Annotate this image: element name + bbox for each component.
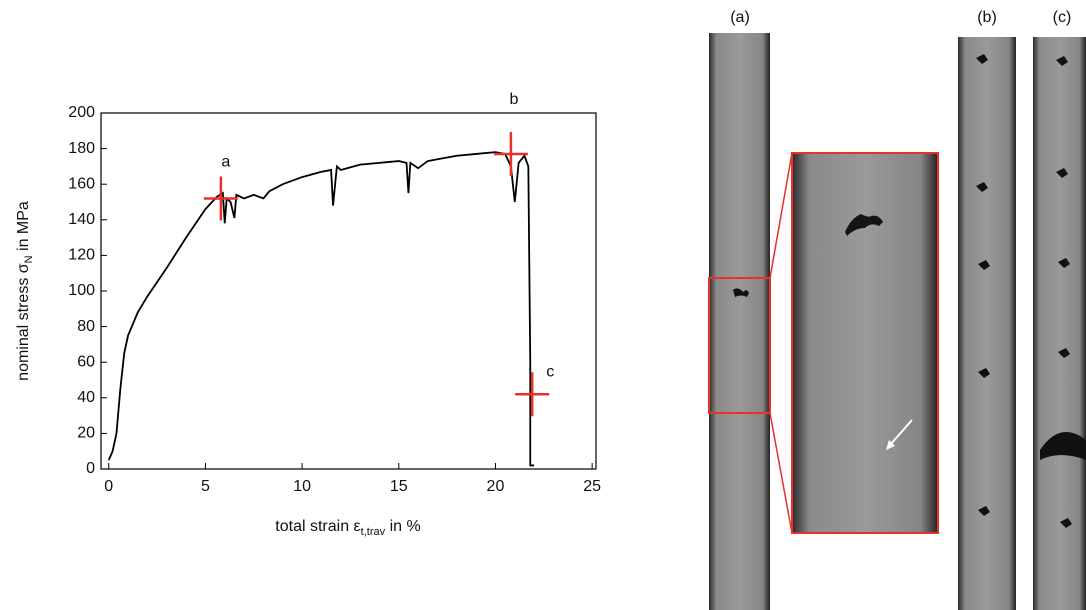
x-tick-label: 25	[583, 478, 601, 495]
y-tick-label: 180	[68, 140, 95, 157]
y-axis-label-text: nominal stress σ	[15, 263, 32, 381]
marker-label: a	[221, 154, 230, 171]
ct-strip-a	[709, 33, 770, 610]
zoom-connector	[769, 412, 793, 534]
y-axis-label-sub: N	[23, 255, 35, 263]
x-tick-label: 20	[487, 478, 505, 495]
ct-strip-b	[958, 37, 1016, 610]
y-tick-label: 160	[68, 175, 95, 192]
chart: 0 20 40 60 80 100 120 140 160 180 200 0 5 10 15 20 25 tot…	[15, 91, 601, 538]
y-tick-label: 20	[77, 425, 95, 442]
plot-frame	[100, 112, 597, 470]
y-tick-label: 120	[68, 247, 95, 264]
zoom-box	[708, 277, 771, 414]
defect	[733, 288, 749, 297]
arrow-head	[886, 440, 895, 450]
zoom-panel	[791, 152, 939, 534]
defect	[845, 214, 883, 236]
x-axis-label-text: total strain ε	[275, 518, 360, 535]
y-tick-label: 40	[77, 389, 95, 406]
zoom-connector	[769, 152, 793, 279]
image-label: (a)	[730, 9, 750, 26]
y-tick-label: 140	[68, 211, 95, 228]
y-tick-label: 100	[68, 282, 95, 299]
image-label: (c)	[1053, 9, 1072, 26]
arrow	[889, 419, 913, 446]
x-tick-label: 5	[201, 478, 210, 495]
y-axis-label-rest: in MPa	[15, 201, 32, 255]
marker	[203, 176, 238, 221]
y-axis-label: nominal stress σN in MPa	[15, 201, 35, 381]
marker-label: b	[509, 91, 518, 108]
ct-images: (a) (b) (c)	[708, 9, 1086, 610]
x-tick-label: 0	[104, 478, 113, 495]
x-axis-label-sub: t,trav	[361, 526, 386, 538]
x-axis-label-rest: in %	[385, 518, 421, 535]
marker-label: c	[546, 363, 554, 380]
y-tick-label: 80	[77, 318, 95, 335]
x-tick-label: 15	[390, 478, 408, 495]
ct-strip-c	[1033, 37, 1086, 610]
y-tick-label: 200	[68, 104, 95, 121]
y-tick-label: 60	[77, 353, 95, 370]
y-tick-label: 0	[86, 460, 95, 477]
stress-strain-line	[107, 151, 535, 467]
image-label: (b)	[977, 9, 997, 26]
marker	[515, 372, 550, 417]
x-tick-label: 10	[293, 478, 311, 495]
x-axis-label: total strain εt,trav in %	[275, 518, 420, 538]
defects	[976, 54, 1086, 528]
marker	[493, 131, 528, 176]
